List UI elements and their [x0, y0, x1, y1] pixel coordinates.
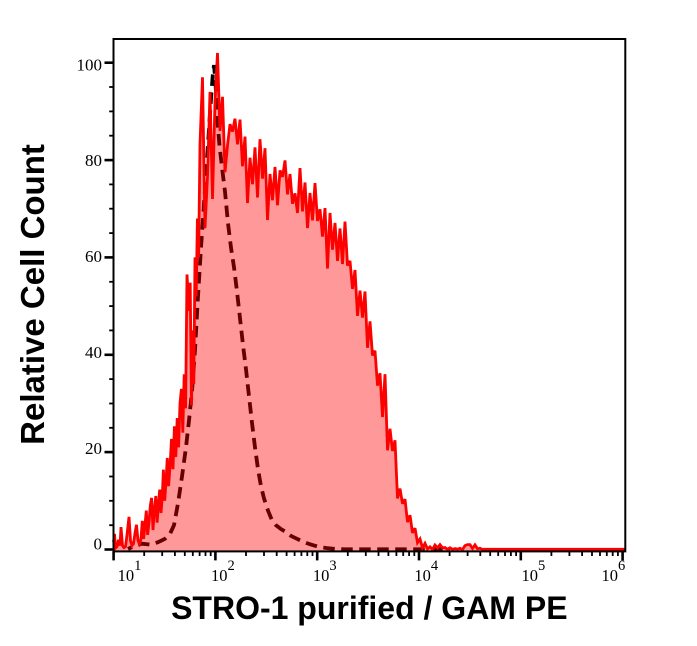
svg-text:0: 0: [94, 535, 103, 554]
svg-text:60: 60: [85, 247, 102, 266]
svg-text:40: 40: [85, 343, 102, 362]
svg-text:STRO-1 purified / GAM PE: STRO-1 purified / GAM PE: [171, 590, 567, 626]
svg-text:20: 20: [85, 439, 102, 458]
svg-text:80: 80: [85, 151, 102, 170]
svg-text:Relative Cell Count: Relative Cell Count: [14, 144, 51, 445]
svg-text:100: 100: [77, 55, 103, 74]
